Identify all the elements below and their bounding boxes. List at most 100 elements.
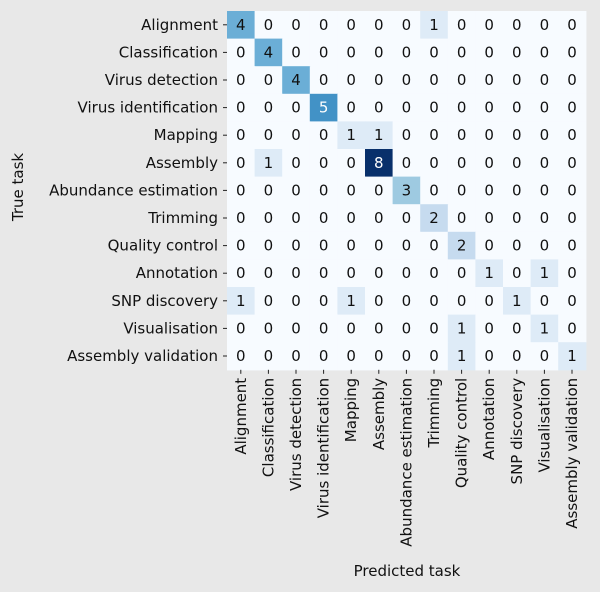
x-tick-label-virus-detection: Virus detection [287, 378, 305, 491]
cell-value-classification-quality-control: 0 [457, 43, 467, 61]
heatmap-cell-trimming-assembly-validation [558, 204, 587, 233]
x-tick-label-classification: Classification [259, 378, 277, 477]
cell-value-virus-identification-assembly: 0 [374, 99, 384, 117]
heatmap-cell-abundance-estimation-virus-identification [309, 176, 338, 205]
heatmap-cell-classification-assembly [365, 38, 394, 67]
cell-value-trimming-assembly-validation: 0 [567, 209, 577, 227]
cell-value-abundance-estimation-visualisation: 0 [540, 181, 550, 199]
x-tick-label-assembly-validation: Assembly validation [563, 378, 581, 529]
cell-value-assembly-virus-detection: 0 [291, 154, 301, 172]
cell-value-mapping-classification: 0 [264, 126, 274, 144]
cell-value-annotation-visualisation: 1 [540, 264, 550, 282]
cell-value-abundance-estimation-abundance-estimation: 3 [402, 181, 412, 199]
cell-value-alignment-alignment: 4 [236, 16, 246, 34]
cell-value-mapping-trimming: 0 [429, 126, 439, 144]
cell-value-annotation-virus-detection: 0 [291, 264, 301, 282]
heatmap-cell-mapping-abundance-estimation [392, 121, 421, 150]
cell-value-virus-detection-assembly: 0 [374, 71, 384, 89]
cell-value-snp-discovery-trimming: 0 [429, 292, 439, 310]
cell-value-alignment-annotation: 0 [484, 16, 494, 34]
cell-value-virus-detection-quality-control: 0 [457, 71, 467, 89]
y-tick-label-annotation: Annotation [136, 264, 218, 282]
heatmap-cell-trimming-virus-identification [309, 204, 338, 233]
cell-value-snp-discovery-virus-detection: 0 [291, 292, 301, 310]
cell-value-snp-discovery-assembly: 0 [374, 292, 384, 310]
cell-value-annotation-assembly: 0 [374, 264, 384, 282]
cell-value-classification-mapping: 0 [346, 43, 356, 61]
heatmap-cell-assembly-validation-virus-detection [282, 342, 311, 371]
cell-value-assembly-validation-alignment: 0 [236, 347, 246, 365]
cell-value-trimming-mapping: 0 [346, 209, 356, 227]
heatmap-cell-trimming-alignment [227, 204, 256, 233]
heatmap-cell-abundance-estimation-abundance-estimation [392, 176, 421, 205]
heatmap-cell-annotation-snp-discovery [503, 259, 532, 288]
heatmap-cell-annotation-classification [254, 259, 283, 288]
cell-value-assembly-classification: 1 [264, 154, 274, 172]
heatmap-cell-classification-assembly-validation [558, 38, 587, 67]
heatmap-cell-abundance-estimation-visualisation [530, 176, 559, 205]
heatmap-cell-visualisation-annotation [475, 314, 504, 343]
heatmap-cell-classification-mapping [337, 38, 366, 67]
cell-value-annotation-snp-discovery: 0 [512, 264, 522, 282]
cell-value-virus-detection-visualisation: 0 [540, 71, 550, 89]
heatmap-cell-assembly-validation-classification [254, 342, 283, 371]
cell-value-classification-virus-detection: 0 [291, 43, 301, 61]
heatmap-cell-alignment-assembly-validation [558, 11, 587, 40]
x-tick-label-abundance-estimation: Abundance estimation [397, 378, 415, 547]
heatmap-cell-annotation-mapping [337, 259, 366, 288]
x-tick-label-mapping: Mapping [342, 378, 360, 442]
cell-value-quality-control-abundance-estimation: 0 [402, 237, 412, 255]
heatmap-cell-visualisation-mapping [337, 314, 366, 343]
heatmap-cell-classification-alignment [227, 38, 256, 67]
heatmap-cell-visualisation-assembly [365, 314, 394, 343]
cell-value-assembly-validation-virus-identification: 0 [319, 347, 329, 365]
heatmap-cell-assembly-visualisation [530, 149, 559, 178]
cell-value-assembly-validation-annotation: 0 [484, 347, 494, 365]
cell-value-trimming-virus-detection: 0 [291, 209, 301, 227]
heatmap-cell-visualisation-trimming [420, 314, 449, 343]
cell-value-abundance-estimation-virus-detection: 0 [291, 181, 301, 199]
cell-value-mapping-virus-detection: 0 [291, 126, 301, 144]
heatmap-cell-trimming-virus-detection [282, 204, 311, 233]
cell-value-assembly-validation-abundance-estimation: 0 [402, 347, 412, 365]
heatmap-cell-annotation-trimming [420, 259, 449, 288]
heatmap-cell-assembly-validation-virus-identification [309, 342, 338, 371]
cell-value-trimming-quality-control: 0 [457, 209, 467, 227]
cell-value-assembly-validation-visualisation: 0 [540, 347, 550, 365]
cell-value-alignment-assembly: 0 [374, 16, 384, 34]
heatmap-cell-alignment-mapping [337, 11, 366, 40]
cell-value-virus-identification-alignment: 0 [236, 99, 246, 117]
cell-value-quality-control-classification: 0 [264, 237, 274, 255]
heatmap-cell-quality-control-alignment [227, 231, 256, 260]
heatmap-cell-assembly-annotation [475, 149, 504, 178]
heatmap-cell-virus-detection-assembly-validation [558, 66, 587, 95]
cell-value-annotation-classification: 0 [264, 264, 274, 282]
cell-value-annotation-mapping: 0 [346, 264, 356, 282]
heatmap-cell-annotation-assembly-validation [558, 259, 587, 288]
cell-value-quality-control-virus-detection: 0 [291, 237, 301, 255]
heatmap-cell-trimming-assembly [365, 204, 394, 233]
heatmap-cell-quality-control-quality-control [447, 231, 476, 260]
heatmap-cell-abundance-estimation-classification [254, 176, 283, 205]
heatmap-cell-mapping-mapping [337, 121, 366, 150]
heatmap-cell-snp-discovery-quality-control [447, 287, 476, 316]
cell-value-abundance-estimation-quality-control: 0 [457, 181, 467, 199]
heatmap-cell-snp-discovery-classification [254, 287, 283, 316]
heatmap-cell-virus-detection-annotation [475, 66, 504, 95]
heatmap-cell-assembly-abundance-estimation [392, 149, 421, 178]
heatmap-cell-abundance-estimation-snp-discovery [503, 176, 532, 205]
heatmap-cell-virus-detection-mapping [337, 66, 366, 95]
cell-value-assembly-trimming: 0 [429, 154, 439, 172]
heatmap-cell-assembly-virus-identification [309, 149, 338, 178]
heatmap-cell-snp-discovery-assembly [365, 287, 394, 316]
x-tick-label-snp-discovery: SNP discovery [508, 378, 526, 485]
y-tick-label-classification: Classification [119, 43, 218, 61]
heatmap-cell-quality-control-assembly [365, 231, 394, 260]
heatmap-cell-snp-discovery-assembly-validation [558, 287, 587, 316]
cell-value-abundance-estimation-virus-identification: 0 [319, 181, 329, 199]
cell-value-virus-detection-alignment: 0 [236, 71, 246, 89]
heatmap-cell-virus-identification-trimming [420, 93, 449, 122]
cell-value-annotation-abundance-estimation: 0 [402, 264, 412, 282]
heatmap-cell-virus-identification-quality-control [447, 93, 476, 122]
cell-value-abundance-estimation-annotation: 0 [484, 181, 494, 199]
